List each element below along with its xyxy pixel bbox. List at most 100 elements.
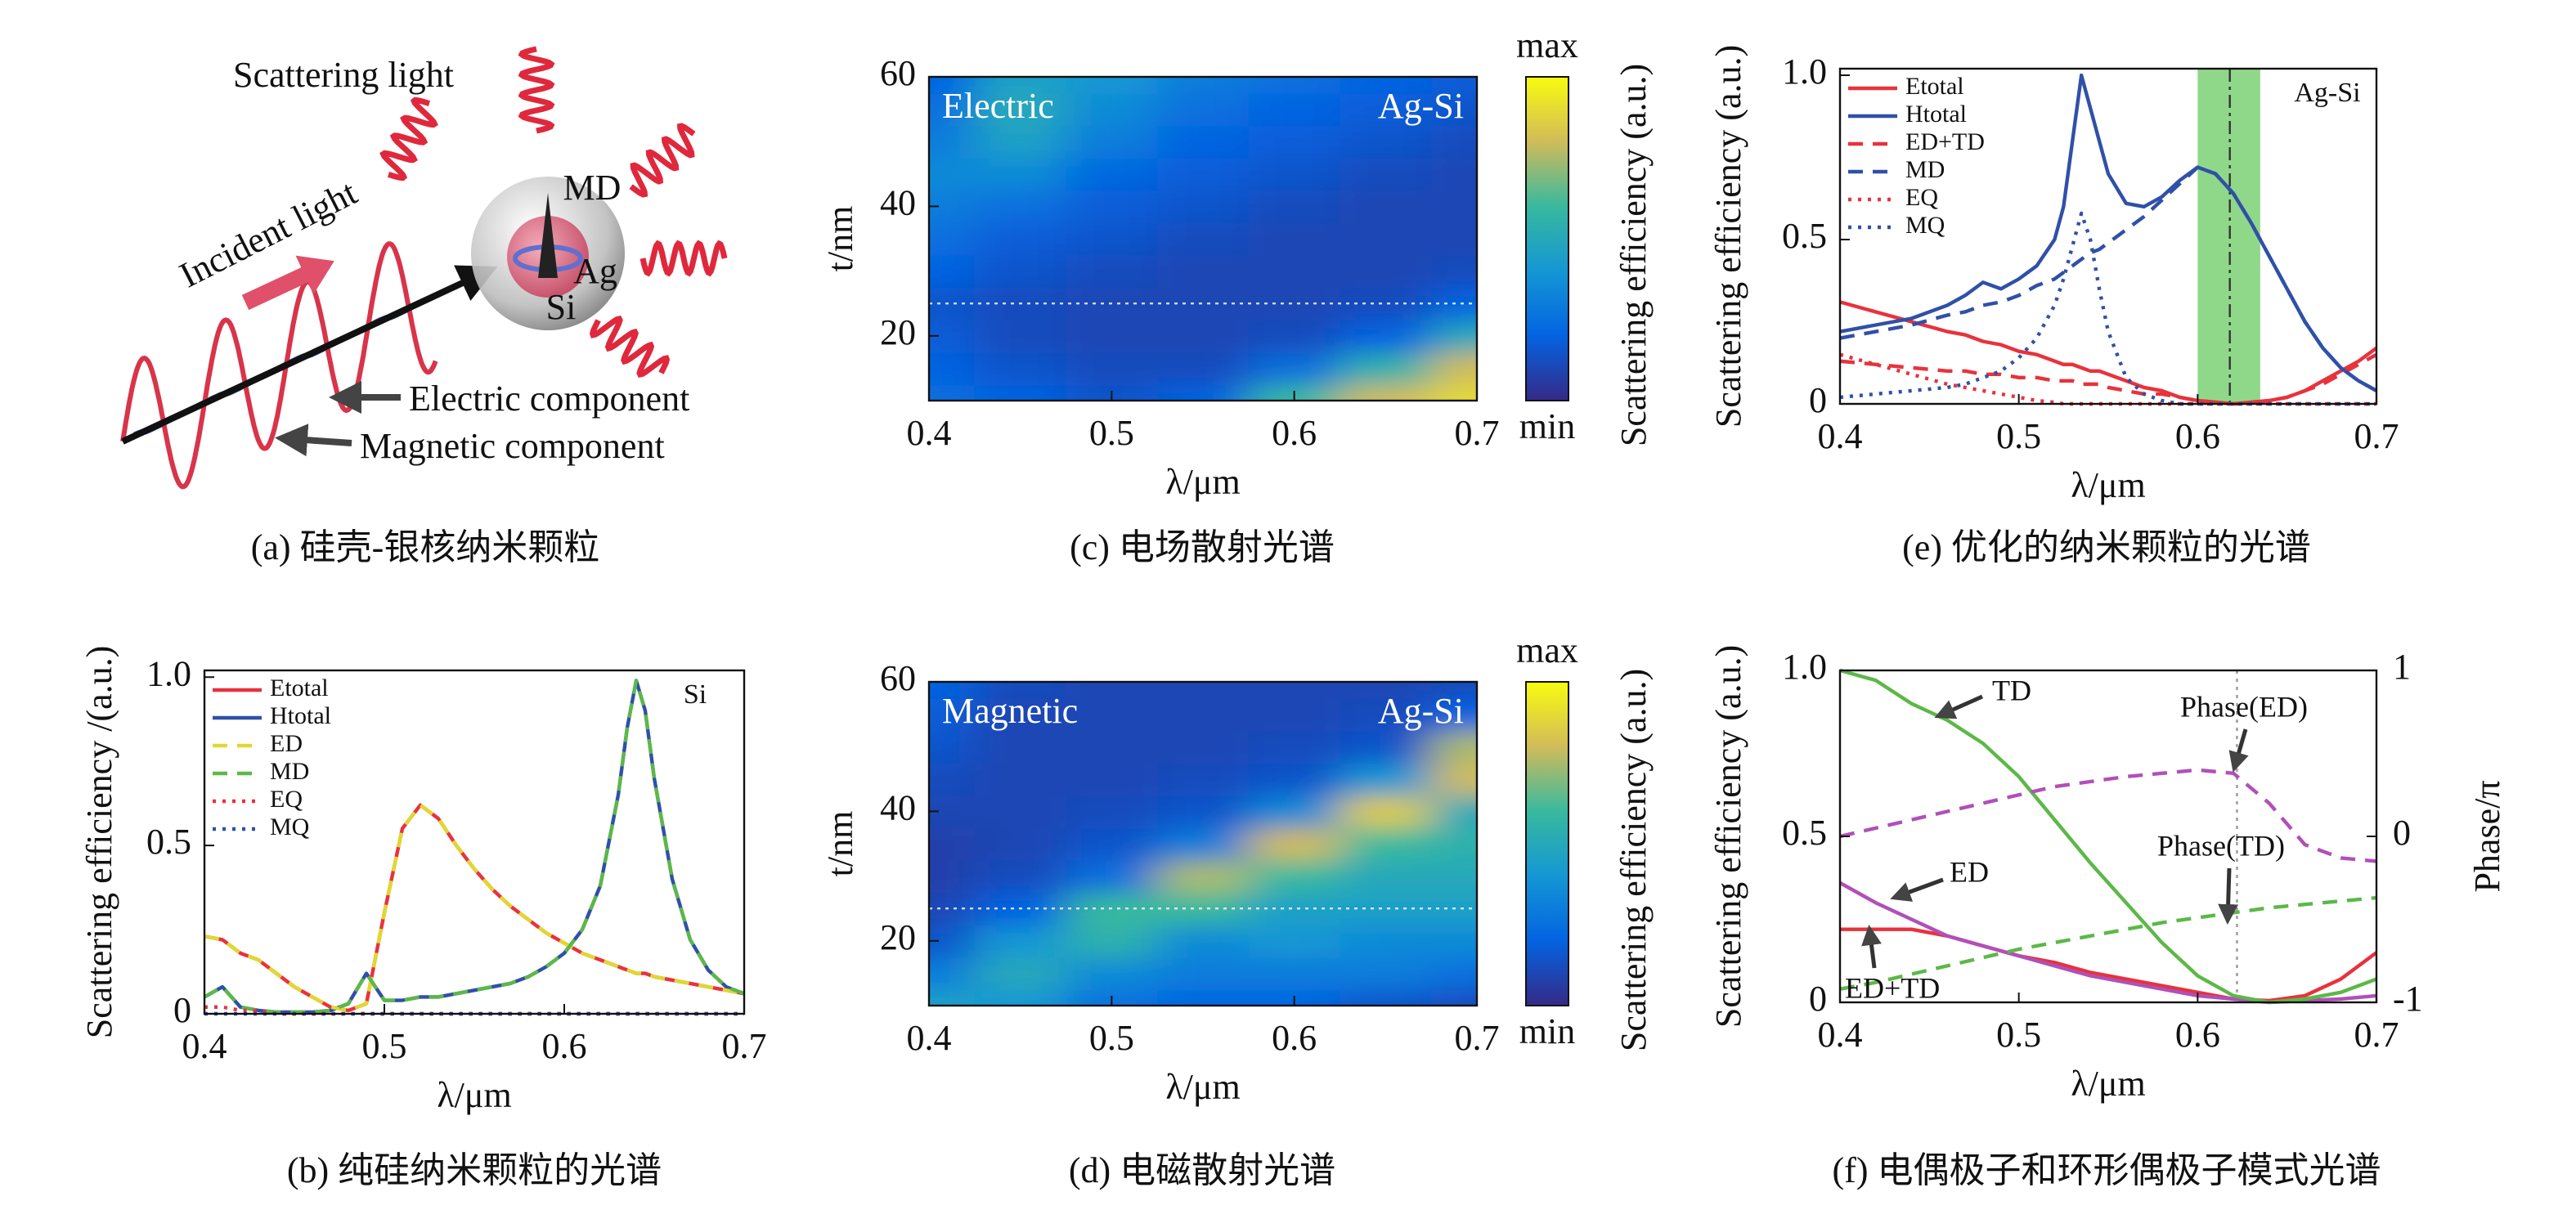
heatmap-cell <box>1157 892 1250 925</box>
heatmap-cell <box>1431 989 1477 1006</box>
heatmap-cell <box>1431 957 1477 991</box>
heatmap-cell <box>1248 682 1341 699</box>
heatmap-cell <box>1431 827 1477 861</box>
panel-label: Electric <box>942 86 1054 126</box>
heatmap-cell <box>1431 320 1477 353</box>
scattered-wave <box>379 96 438 182</box>
y-tick-label: 20 <box>880 312 916 352</box>
heatmap-cell <box>929 763 976 796</box>
heatmap-cell <box>1431 254 1477 289</box>
heatmap-cell <box>1340 682 1433 699</box>
x-axis-label: λ/μm <box>1165 1067 1240 1107</box>
y-tick-label: 1 <box>2393 647 2411 687</box>
heatmap-cell <box>929 125 976 159</box>
x-tick-label: 0.7 <box>2354 416 2399 456</box>
heatmap-cell <box>1340 730 1433 764</box>
caption: (d) 电磁散射光谱 <box>1069 1150 1335 1190</box>
series-line <box>1840 895 2376 991</box>
heatmap-cell <box>1340 77 1433 94</box>
panel-label: Magnetic <box>942 691 1078 731</box>
heatmap-cell <box>974 254 1067 289</box>
heatmap-cell <box>1340 222 1433 256</box>
heatmap-cell <box>929 287 976 320</box>
heatmap-cell <box>974 77 1067 94</box>
heatmap-cell <box>1431 682 1477 699</box>
heatmap-cell <box>929 957 976 991</box>
legend-label: MD <box>1905 156 1945 183</box>
heatmap-cell <box>1340 287 1433 320</box>
legend-label: MD <box>270 758 309 785</box>
x-tick-label: 0.5 <box>1996 1015 2041 1055</box>
series-line <box>1840 73 2376 392</box>
incident-arrow <box>121 265 498 445</box>
direction-arrow <box>241 255 334 311</box>
heatmap-cell <box>1157 125 1250 159</box>
heatmap-cell <box>1157 763 1250 796</box>
y-tick-label: 0 <box>1809 979 1827 1019</box>
legend-label: Etotal <box>270 674 329 701</box>
x-tick-label: 0.6 <box>542 1026 587 1066</box>
heatmap-cell <box>1340 92 1433 127</box>
heatmap-cell <box>1431 222 1477 256</box>
x-tick-label: 0.7 <box>722 1026 767 1066</box>
x-tick-label: 0.4 <box>182 1026 227 1066</box>
heatmap-cell <box>1157 989 1250 1006</box>
legend-label: MQ <box>270 813 310 840</box>
heatmap-cell <box>929 730 976 764</box>
heatmap-cell <box>1066 77 1159 94</box>
caption: (e) 优化的纳米颗粒的光谱 <box>1902 527 2311 567</box>
series-label: Phase(TD) <box>2157 829 2285 862</box>
legend-label: Htotal <box>270 702 331 729</box>
heatmap-cell <box>1248 859 1341 894</box>
heatmap-cell <box>1248 352 1341 386</box>
plot-frame <box>927 75 1479 402</box>
heatmap-cell <box>1066 352 1159 386</box>
series-label: TD <box>1992 674 2031 706</box>
x-axis-label: λ/μm <box>437 1075 511 1115</box>
heatmap-cell <box>974 925 1067 958</box>
heatmap-cell <box>1066 925 1159 958</box>
heatmap-cell <box>1248 222 1341 256</box>
y-tick-label: 60 <box>880 53 916 93</box>
x-tick-label: 0.7 <box>2354 1015 2399 1055</box>
series-line <box>1840 668 2376 1005</box>
heatmap-cell <box>929 222 976 256</box>
heatmap-cell <box>1157 957 1250 991</box>
heatmap-cell <box>1431 859 1477 894</box>
heatmap-cell <box>1431 92 1477 127</box>
heatmap-cell <box>1248 925 1341 958</box>
y-tick-label: 1.0 <box>1782 647 1827 687</box>
panel-annotation: Si <box>684 679 707 710</box>
caption: (f) 电偶极子和环形偶极子模式光谱 <box>1833 1150 2381 1190</box>
heatmap-cell <box>1066 827 1159 861</box>
x-tick-label: 0.7 <box>1455 413 1500 453</box>
heatmap-cell <box>1157 222 1250 256</box>
colorbar-max: max <box>1516 630 1578 670</box>
heatmap-cell <box>1066 222 1159 256</box>
heatmap-cell <box>929 158 976 191</box>
colorbar-min: min <box>1519 406 1575 446</box>
x-tick-label: 0.4 <box>907 1018 952 1058</box>
x-tick-label: 0.7 <box>1455 1018 1500 1058</box>
label-arrow <box>2218 867 2239 925</box>
heatmap-cell <box>929 352 976 386</box>
heatmap-cell <box>1248 77 1341 94</box>
heatmap-cell <box>1157 77 1250 94</box>
series-line <box>204 679 744 1015</box>
heatmap-cell <box>1248 795 1341 829</box>
y2-axis-label: Phase/π <box>2467 780 2507 892</box>
heatmap-cell <box>1157 158 1250 191</box>
legend-label: EQ <box>1905 184 1938 211</box>
legend-label: ED <box>270 730 303 757</box>
label-arrow <box>1934 694 1984 719</box>
heatmap-cell <box>1248 320 1341 353</box>
heatmap-cell <box>1431 384 1477 401</box>
diagram-label: Magnetic component <box>360 426 665 466</box>
y-tick-label: -1 <box>2393 979 2423 1019</box>
colorbar-min: min <box>1519 1011 1575 1051</box>
x-tick-label: 0.5 <box>362 1026 407 1066</box>
wave <box>120 241 438 490</box>
scattered-wave <box>589 316 671 378</box>
heatmap-cell <box>1066 190 1159 224</box>
x-tick-label: 0.6 <box>1272 413 1317 453</box>
